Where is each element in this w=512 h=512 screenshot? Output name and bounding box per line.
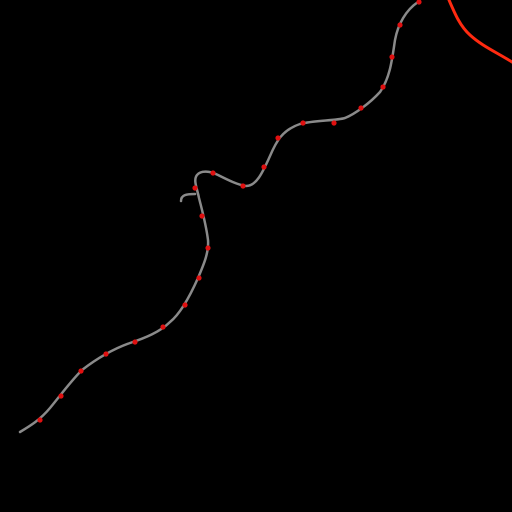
station-marker[interactable]	[103, 351, 109, 357]
station-marker[interactable]	[182, 302, 188, 308]
station-marker[interactable]	[205, 245, 211, 251]
station-marker[interactable]	[389, 54, 395, 60]
stations	[37, 0, 422, 423]
station-marker[interactable]	[78, 368, 84, 374]
station-marker[interactable]	[331, 120, 337, 126]
station-marker[interactable]	[199, 213, 205, 219]
highlight-route[interactable]	[447, 0, 512, 64]
station-marker[interactable]	[300, 120, 306, 126]
main-route-line[interactable]	[18, 0, 420, 434]
station-marker[interactable]	[358, 105, 364, 111]
station-marker[interactable]	[210, 170, 216, 176]
station-marker[interactable]	[397, 22, 403, 28]
station-marker[interactable]	[58, 393, 64, 399]
station-marker[interactable]	[261, 164, 267, 170]
station-marker[interactable]	[37, 417, 43, 423]
station-marker[interactable]	[416, 0, 422, 5]
station-marker[interactable]	[132, 339, 138, 345]
station-marker[interactable]	[240, 183, 246, 189]
station-marker[interactable]	[380, 84, 386, 90]
station-marker[interactable]	[275, 135, 281, 141]
station-marker[interactable]	[196, 275, 202, 281]
route-spur[interactable]	[179, 192, 197, 203]
station-marker[interactable]	[192, 185, 198, 191]
station-marker[interactable]	[160, 324, 166, 330]
